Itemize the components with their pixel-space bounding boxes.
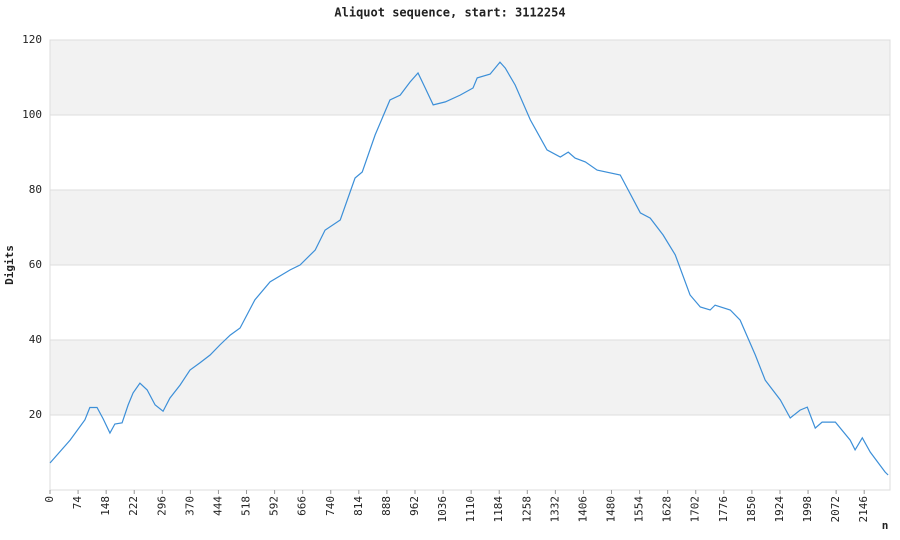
data-line [49,61,889,476]
x-tick-label: 2146 [857,496,870,523]
y-tick-label: 100 [22,108,42,121]
x-tick-label: 592 [268,496,281,516]
x-tick-label: 1110 [464,496,477,523]
x-tick-label: 1850 [745,496,758,523]
grid-band [50,190,890,265]
y-tick-label: 40 [29,333,42,346]
x-axis-label: n [882,519,889,532]
y-tick-label: 80 [29,183,42,196]
x-tick-label: 814 [352,496,365,516]
x-tick-label: 1480 [605,496,618,523]
x-tick-label: 148 [99,496,112,516]
y-tick-label: 60 [29,258,42,271]
chart-title: Aliquot sequence, start: 3112254 [334,6,565,20]
x-tick-label: 74 [71,496,84,510]
x-tick-label: 0 [43,496,56,503]
x-tick-label: 888 [380,496,393,516]
x-tick-label: 1554 [633,496,646,523]
plot-border [49,39,891,491]
x-tick-label: 1036 [436,496,449,523]
x-tick-label: 370 [183,496,196,516]
x-tick-label: 1184 [492,496,505,523]
x-tick-label: 1924 [773,496,786,523]
x-tick-label: 1702 [689,496,702,523]
x-tick-label: 1776 [717,496,730,523]
x-tick-label: 740 [324,496,337,516]
x-tick-label: 444 [211,496,224,516]
x-tick-label: 666 [296,496,309,516]
x-tick-label: 962 [408,496,421,516]
x-tick-label: 222 [127,496,140,516]
x-tick-label: 1332 [548,496,561,523]
x-tick-label: 1628 [661,496,674,523]
x-tick-label: 2072 [829,496,842,523]
grid-band [50,340,890,415]
y-tick-label: 20 [29,408,42,421]
x-tick-label: 296 [155,496,168,516]
y-axis-label: Digits [3,245,16,285]
x-tick-label: 1998 [801,496,814,523]
x-tick-label: 1258 [520,496,533,523]
y-tick-label: 120 [22,33,42,46]
x-tick-label: 518 [240,496,253,516]
x-tick-label: 1406 [576,496,589,523]
grid-band [50,40,890,115]
